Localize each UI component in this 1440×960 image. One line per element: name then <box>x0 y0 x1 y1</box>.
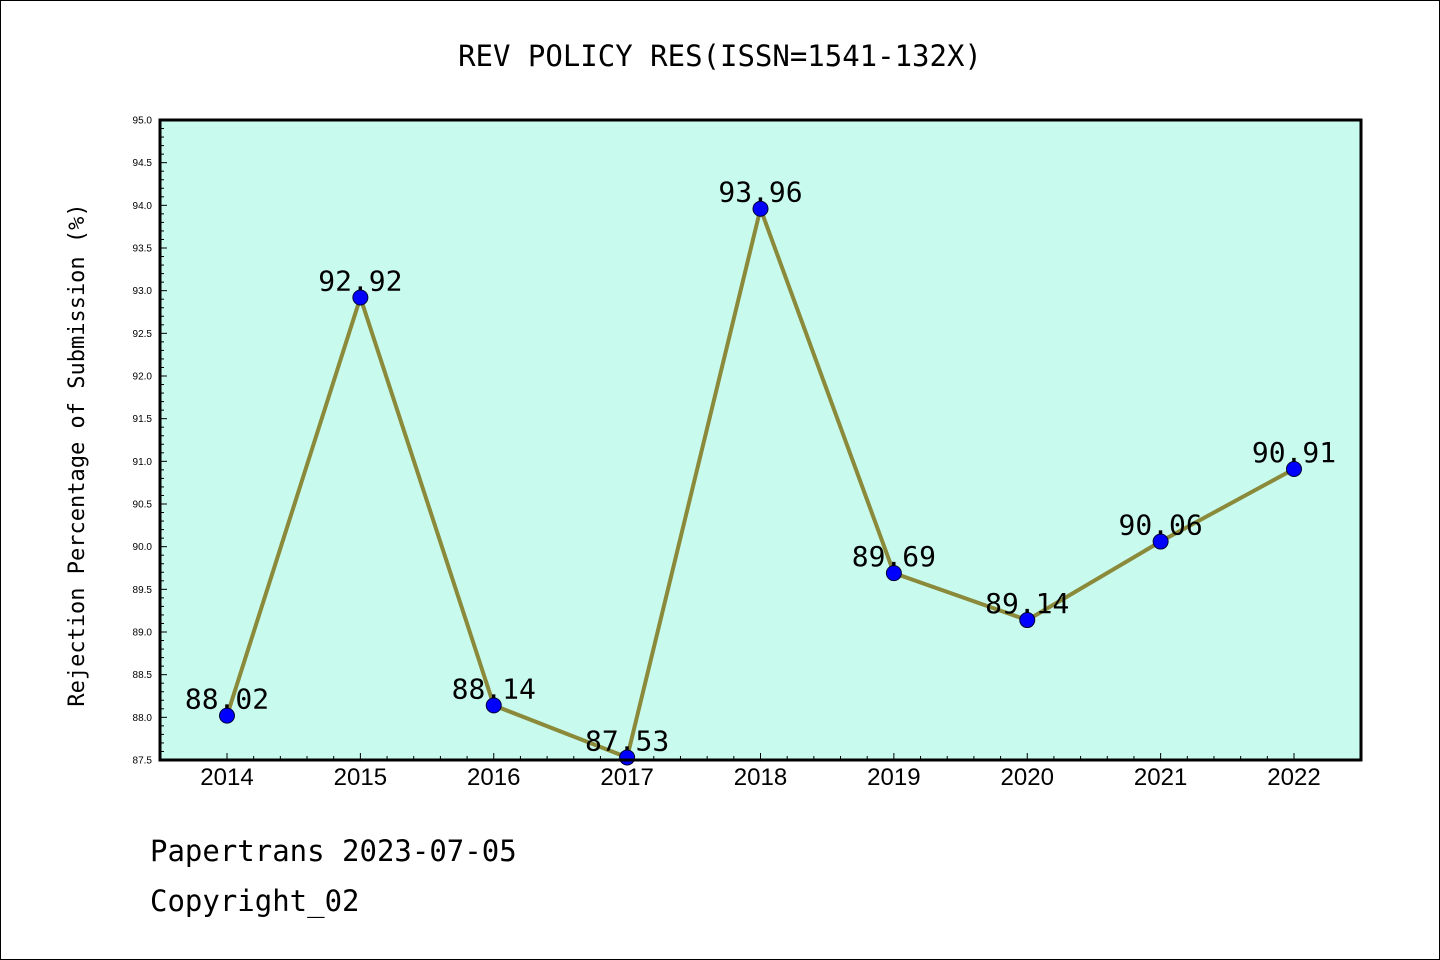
data-label: 89.14 <box>985 587 1069 620</box>
y-tick-label: 93.5 <box>133 244 153 255</box>
y-axis-label: Rejection Percentage of Submission (%) <box>65 203 90 706</box>
y-tick-label: 89.5 <box>133 585 153 596</box>
y-tick-label: 87.5 <box>133 756 153 767</box>
data-label: 87.53 <box>585 724 669 757</box>
x-tick-label: 2018 <box>734 764 787 791</box>
y-tick-label: 94.5 <box>133 158 153 169</box>
data-point-marker <box>352 289 369 306</box>
data-label: 93.96 <box>718 176 802 209</box>
y-tick-label: 88.0 <box>133 713 153 724</box>
y-axis-ticks: 87.5 88.0 88.5 89.0 89.5 90.0 90.5 91.0 91.5 92.0… <box>133 116 167 767</box>
footer-copyright-text: Copyright_02 <box>150 884 360 918</box>
y-tick-label: 91.0 <box>133 457 153 468</box>
chart-title: REV POLICY RES(ISSN=1541-132X) <box>458 39 982 73</box>
data-point-marker <box>219 707 235 724</box>
data-label: 88.02 <box>185 683 269 716</box>
data-label: 90.06 <box>1118 509 1202 542</box>
x-tick-label: 2017 <box>600 764 653 791</box>
footer-date-text: Papertrans 2023-07-05 <box>150 834 517 868</box>
y-tick-label: 91.5 <box>133 414 153 425</box>
data-labels: 88.02 92.92 88.14 87.53 93.96 89.69 89.14 90.06… <box>185 176 1336 758</box>
y-tick-label: 90.0 <box>133 542 153 553</box>
data-point-marker <box>1286 461 1302 478</box>
x-tick-label: 2022 <box>1267 764 1320 791</box>
x-tick-label: 2014 <box>200 764 253 791</box>
y-tick-label: 93.0 <box>133 286 153 297</box>
x-tick-label: 2019 <box>867 764 920 791</box>
x-tick-label: 2016 <box>467 764 520 791</box>
data-point-marker <box>1019 612 1036 629</box>
data-point-marker <box>752 200 769 217</box>
y-tick-label: 88.5 <box>133 670 153 681</box>
y-tick-label: 90.5 <box>133 500 153 511</box>
data-label: 89.69 <box>852 540 936 573</box>
data-label: 88.14 <box>452 672 536 705</box>
y-tick-label: 94.0 <box>133 201 153 212</box>
data-label: 90.91 <box>1252 436 1336 469</box>
y-tick-label: 95.0 <box>133 116 153 127</box>
y-tick-label: 92.5 <box>133 329 153 340</box>
plot-border <box>158 118 1363 762</box>
data-label: 92.92 <box>318 264 402 297</box>
x-tick-label: 2020 <box>1001 764 1054 791</box>
data-point-marker <box>485 697 502 714</box>
data-point-marker <box>1152 533 1169 550</box>
plot-area <box>160 120 1361 760</box>
x-tick-label: 2021 <box>1134 764 1187 791</box>
y-tick-label: 89.0 <box>133 628 153 639</box>
x-tick-label: 2015 <box>334 764 387 791</box>
y-tick-label: 92.0 <box>133 372 153 383</box>
data-point-marker <box>885 565 902 582</box>
